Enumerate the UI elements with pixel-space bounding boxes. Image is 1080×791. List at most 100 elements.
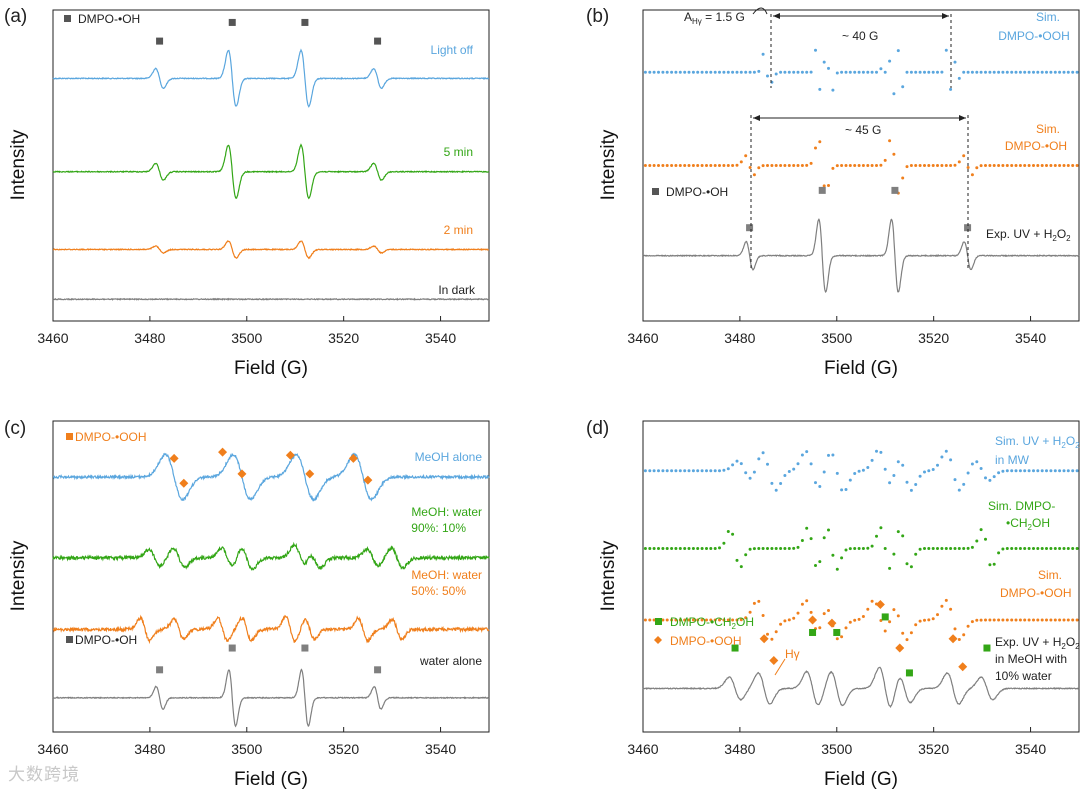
marker-diamond-d — [769, 655, 779, 665]
series-point-d-1 — [1075, 547, 1079, 550]
series-point-d-1 — [988, 563, 992, 567]
series-point-b-0 — [700, 70, 704, 74]
series-point-d-1 — [997, 551, 1001, 555]
series-point-b-0 — [844, 70, 848, 74]
series-point-b-0 — [674, 70, 678, 74]
series-point-b-1 — [901, 176, 905, 180]
series-point-b-1 — [1049, 164, 1053, 167]
series-point-d-0 — [944, 449, 948, 453]
series-point-b-0 — [670, 70, 674, 74]
series-point-b-1 — [1018, 164, 1022, 167]
series-point-d-0 — [975, 460, 979, 464]
series-point-d-2 — [879, 619, 883, 622]
series-point-d-0 — [752, 470, 756, 474]
series-point-b-0 — [1053, 70, 1057, 74]
series-point-d-0 — [870, 458, 874, 462]
series-point-d-0 — [901, 463, 905, 467]
series-point-d-2 — [1040, 618, 1044, 622]
x-tick-label-a: 3480 — [134, 330, 165, 346]
series-point-d-0 — [936, 463, 939, 467]
hgamma-arrow — [774, 658, 786, 676]
marker-square-a — [228, 18, 236, 26]
series-point-d-0 — [678, 469, 682, 473]
series-point-d-2 — [949, 607, 953, 611]
series-point-d-1 — [691, 547, 695, 550]
series-point-d-0 — [1045, 469, 1048, 473]
series-point-d-2 — [979, 618, 983, 622]
series-point-b-1 — [835, 164, 839, 168]
series-point-b-0 — [726, 70, 730, 74]
x-tick-label-b: 3480 — [724, 330, 755, 346]
series-point-d-2 — [696, 618, 700, 622]
series-point-b-0 — [1014, 70, 1018, 74]
x-tick-label-a: 3500 — [231, 330, 262, 346]
series-point-b-0 — [984, 70, 987, 74]
markers-b — [746, 186, 972, 232]
series-point-b-0 — [883, 70, 887, 74]
x-axis-title-b: Field (G) — [824, 358, 898, 379]
series-point-d-2 — [901, 631, 905, 635]
x-axis-c: 3460 3480 3500 3520 3540 — [37, 727, 456, 757]
x-axis-d: 3460 3480 3500 3520 3540 — [627, 727, 1046, 757]
series-point-d-1 — [1071, 547, 1075, 550]
marker-diamond-d — [759, 634, 769, 644]
series-point-d-2 — [914, 623, 918, 627]
series-point-d-1 — [870, 544, 874, 548]
series-point-d-2 — [1018, 618, 1022, 622]
series-point-d-1 — [970, 545, 974, 549]
series-point-d-1 — [814, 564, 817, 567]
series-point-b-0 — [744, 70, 748, 74]
series-point-b-1 — [1053, 164, 1057, 167]
series-point-d-1 — [1040, 547, 1044, 550]
series-point-d-0 — [713, 469, 717, 473]
series-point-b-0 — [988, 70, 992, 74]
series-point-d-2 — [962, 633, 966, 637]
series-point-d-2 — [984, 618, 987, 622]
series-line-b-2 — [642, 218, 1080, 293]
series-point-b-0 — [652, 70, 656, 74]
series-point-b-1 — [949, 164, 953, 167]
series-point-b-1 — [818, 140, 822, 144]
series-point-d-1 — [1001, 547, 1005, 551]
panel-label-a: (a) — [4, 6, 27, 27]
series-point-b-1 — [1036, 164, 1040, 167]
series-point-d-2 — [1014, 618, 1018, 622]
series-point-d-2 — [857, 617, 861, 621]
label-exp-d-1: Exp. UV + H2O2 — [995, 635, 1080, 651]
legend-text-d-ch2oh: DMPO-•CH2OH — [670, 615, 754, 631]
series-point-d-1 — [718, 546, 721, 550]
series-point-b-1 — [678, 164, 682, 167]
series-point-b-1 — [927, 164, 931, 167]
series-point-d-0 — [979, 467, 983, 470]
series-point-b-0 — [975, 70, 979, 74]
series-point-b-1 — [731, 164, 735, 167]
series-point-d-0 — [905, 480, 909, 484]
series-point-d-2 — [670, 618, 674, 622]
x-axis-b: 3460 3480 3500 3520 3540 — [627, 316, 1046, 346]
label-meoh90-2: 90%: 10% — [411, 521, 466, 535]
series-point-b-0 — [687, 70, 691, 74]
series-point-b-0 — [814, 48, 817, 52]
series-point-d-2 — [783, 619, 787, 623]
panel-c: (c) 3460 3480 3500 3520 3540 Field (G) Inten… — [4, 418, 490, 790]
series-point-d-0 — [748, 476, 752, 480]
series-point-d-1 — [700, 547, 704, 550]
series-point-d-0 — [1075, 469, 1079, 473]
series-point-b-0 — [1036, 70, 1040, 74]
series-point-d-0 — [883, 467, 887, 471]
series-point-b-0 — [1058, 70, 1062, 74]
series-point-b-1 — [709, 164, 713, 167]
series-point-d-0 — [761, 451, 765, 455]
series-point-d-0 — [892, 474, 896, 477]
series-point-d-0 — [966, 471, 970, 475]
series-point-d-2 — [687, 618, 691, 622]
series-point-b-0 — [901, 85, 905, 89]
series-point-d-0 — [984, 476, 987, 480]
arrow-45-head-right — [959, 115, 966, 121]
series-point-b-0 — [766, 74, 769, 78]
series-point-b-1 — [661, 164, 665, 167]
legend-text-c-top: DMPO-•OOH — [75, 430, 147, 444]
series-point-d-2 — [661, 618, 665, 622]
series-point-d-2 — [739, 618, 743, 622]
series-point-b-1 — [691, 164, 695, 167]
